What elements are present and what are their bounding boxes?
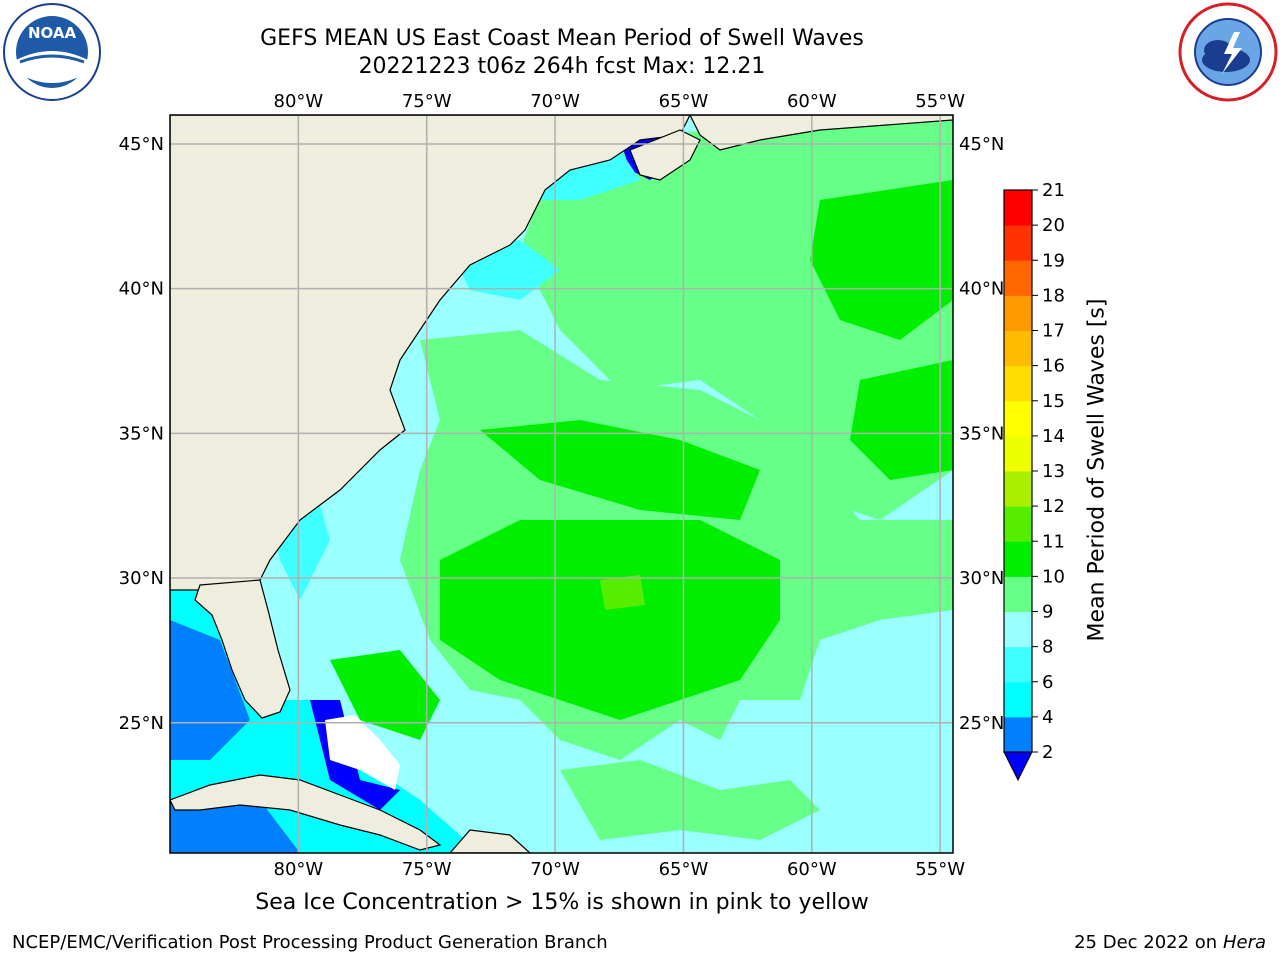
lat-label-left: 25°N [119,713,164,734]
footer-credit: NCEP/EMC/Verification Post Processing Pr… [12,932,608,953]
lon-label-bottom: 55°W [915,859,965,880]
colorbar-tick-label: 16 [1042,356,1065,377]
lat-label-right: 30°N [959,568,1004,589]
lon-label-top: 70°W [530,91,580,112]
lat-label-right: 35°N [959,423,1004,444]
colorbar-segment [1004,330,1032,367]
colorbar-title: Mean Period of Swell Waves [s] [1084,298,1110,642]
us-landmass [170,115,691,591]
colorbar-segment [1004,646,1032,683]
nova-scotia-landmass [629,129,701,181]
colorbar-tick-label: 18 [1042,285,1065,306]
maritimes-landmass [689,115,953,151]
graticule [170,115,953,853]
colorbar-tick-label: 12 [1042,496,1065,517]
noaa-logo-text: NOAA [28,24,77,42]
colorbar-tick-label: 20 [1042,215,1065,236]
lat-label-right: 40°N [959,279,1004,300]
colorbar-segment [1004,471,1032,507]
lon-label-top: 80°W [274,91,324,112]
lat-label-left: 40°N [119,279,164,300]
colorbar-tick-label: 4 [1042,707,1053,728]
colorbar-segment [1004,576,1032,612]
lon-label-bottom: 75°W [402,859,452,880]
colorbar-segment [1004,506,1032,542]
colorbar: 2 4 6 8 9 10 11 12 13 14 15 16 17 18 19 20 21 [1003,180,1065,782]
colorbar-segment [1004,681,1032,718]
lat-label-left: 30°N [119,568,164,589]
nws-logo-icon [1176,2,1280,102]
footer-host: Hera [1222,932,1266,953]
colorbar-tick-label: 13 [1042,461,1065,482]
colorbar-tick-label: 21 [1042,180,1065,201]
cuba-landmass [170,774,442,851]
colorbar-tick-label: 15 [1042,391,1065,412]
colorbar-segment [1004,435,1032,472]
hispaniola-landmass [449,829,531,853]
colorbar-underflow [1003,751,1033,782]
lat-label-right: 45°N [959,134,1004,155]
map-frame [169,114,954,854]
lat-label-left: 35°N [119,423,164,444]
colorbar-segment [1004,541,1032,577]
colorbar-segment [1004,716,1032,753]
lon-label-top: 55°W [915,91,965,112]
swell-period-field [170,115,953,853]
lon-label-top: 65°W [659,91,709,112]
lat-label-left: 45°N [119,134,164,155]
colorbar-segment [1004,400,1032,437]
colorbar-tick-label: 9 [1042,602,1053,623]
colorbar-segment [1004,611,1032,648]
forecast-subtitle: 20221223 t06z 264h fcst Max: 12.21 [358,54,766,79]
colorbar-segment [1004,365,1032,402]
colorbar-tick-label: 19 [1042,250,1065,271]
lat-label-right: 25°N [959,713,1004,734]
footer-date: 25 Dec 2022 on Hera [1074,932,1266,953]
lon-label-bottom: 65°W [659,859,709,880]
lon-label-bottom: 60°W [787,859,837,880]
colorbar-segment [1004,295,1032,331]
colorbar-tick-label: 11 [1042,531,1065,552]
lon-label-bottom: 70°W [530,859,580,880]
sea-ice-note: Sea Ice Concentration > 15% is shown in … [255,890,869,915]
colorbar-segment [1004,190,1032,226]
noaa-logo-icon: NOAA [0,2,104,102]
lon-label-top: 75°W [402,91,452,112]
colorbar-tick-label: 17 [1042,321,1065,342]
colorbar-tick-label: 8 [1042,637,1053,658]
bahamas-mask [325,715,400,790]
lon-label-top: 60°W [787,91,837,112]
colorbar-tick-label: 14 [1042,426,1065,447]
lon-label-bottom: 80°W [274,859,324,880]
colorbar-segment [1004,260,1032,296]
colorbar-tick-label: 10 [1042,566,1065,587]
map-title: GEFS MEAN US East Coast Mean Period of S… [260,26,864,51]
colorbar-tick-label: 2 [1042,742,1053,763]
colorbar-segment [1004,225,1032,261]
footer-date-text: 25 Dec 2022 on [1074,932,1218,953]
florida-landmass [194,579,291,719]
colorbar-tick-label: 6 [1042,672,1053,693]
